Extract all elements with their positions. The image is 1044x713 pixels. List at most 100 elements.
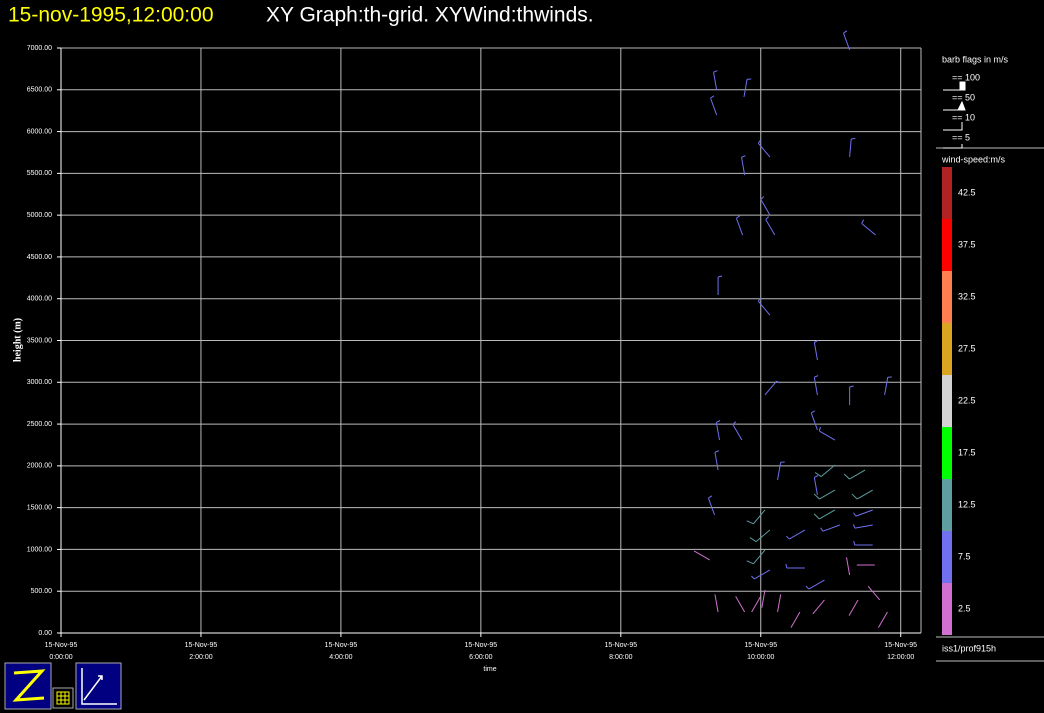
- y-tick-label: 7000.00: [27, 45, 52, 52]
- flag-label: == 5: [952, 132, 970, 142]
- y-tick-label: 1500.00: [27, 504, 52, 511]
- wind-barb: [877, 611, 888, 628]
- colorbar-swatch: [942, 427, 952, 479]
- x-tick-label: 6:00:00: [469, 654, 492, 661]
- colorbar-title: wind-speed:m/s: [941, 154, 1006, 164]
- wind-barb: [849, 385, 854, 406]
- wind-barb: [714, 450, 719, 471]
- wind-barb: [818, 426, 836, 441]
- flag-label: == 10: [952, 112, 975, 122]
- colorbar-swatch: [942, 479, 952, 531]
- x-tick-label: 15-Nov-95: [884, 642, 917, 649]
- wind-barb: [732, 421, 743, 441]
- wind-barb: [805, 579, 825, 590]
- toolbar-icons[interactable]: [4, 662, 122, 710]
- wind-barb: [717, 275, 723, 295]
- flag-label: == 50: [952, 92, 975, 102]
- wind-barb: [790, 611, 801, 628]
- y-axis-label: height (m): [12, 318, 23, 362]
- wind-barb: [715, 420, 721, 441]
- wind-barb: [746, 549, 766, 565]
- x-tick-label: 0:00:00: [49, 654, 72, 661]
- wind-barb: [765, 216, 776, 236]
- y-tick-label: 4500.00: [27, 254, 52, 261]
- y-tick-label: 6000.00: [27, 128, 52, 135]
- flag-label: == 100: [952, 72, 980, 82]
- wind-barb: [813, 489, 836, 500]
- wind-barb: [813, 475, 819, 496]
- colorbar-label: 7.5: [958, 551, 971, 561]
- wind-barb: [761, 589, 766, 608]
- platform-label: iss1/prof915h: [942, 643, 996, 653]
- wind-barb: [814, 464, 836, 478]
- colorbar-label: 27.5: [958, 343, 976, 353]
- wind-barb: [813, 340, 819, 361]
- wind-barb: [710, 95, 718, 116]
- wind-barb: [751, 596, 762, 613]
- wind-barb: [713, 70, 718, 91]
- wind-barb: [851, 489, 873, 500]
- x-tick-label: 15-Nov-95: [465, 642, 498, 649]
- flag-title: barb flags in m/s: [942, 54, 1009, 64]
- y-tick-label: 2000.00: [27, 463, 52, 470]
- wind-barb: [757, 297, 771, 316]
- wind-barb: [693, 550, 710, 561]
- x-tick-label: 15-Nov-95: [45, 642, 78, 649]
- colorbar-swatch: [942, 271, 952, 323]
- wind-barb: [849, 137, 856, 158]
- y-tick-label: 1000.00: [27, 546, 52, 553]
- wind-barb: [751, 569, 771, 580]
- wind-barb: [867, 585, 881, 601]
- x-tick-label: 10:00:00: [747, 654, 774, 661]
- y-tick-label: 2500.00: [27, 421, 52, 428]
- x-tick-label: 8:00:00: [609, 654, 632, 661]
- colorbar-label: 42.5: [958, 187, 976, 197]
- wind-barb: [812, 599, 825, 615]
- y-tick-label: 6500.00: [27, 87, 52, 94]
- wind-barb: [853, 509, 873, 517]
- chart-title: XY Graph:th-grid. XYWind:thwinds.: [266, 4, 594, 27]
- y-tick-label: 3000.00: [27, 379, 52, 386]
- wind-barb: [757, 139, 771, 158]
- colorbar-label: 17.5: [958, 447, 976, 457]
- colorbar-swatch: [942, 531, 952, 583]
- x-tick-label: 2:00:00: [189, 654, 212, 661]
- wind-barb: [861, 219, 876, 236]
- wind-barb: [813, 375, 819, 396]
- wind-barb: [749, 529, 771, 543]
- wind-barb: [785, 563, 805, 569]
- wind-barb: [760, 196, 771, 216]
- wind-barb: [820, 524, 840, 532]
- colorbar-swatch: [942, 323, 952, 375]
- wind-barb: [777, 461, 785, 481]
- wind-barb: [743, 78, 752, 98]
- y-tick-label: 5000.00: [27, 212, 52, 219]
- colorbar-label: 12.5: [958, 499, 976, 509]
- y-tick-label: 0.00: [38, 630, 52, 637]
- wind-barb: [810, 410, 818, 431]
- y-tick-label: 3500.00: [27, 337, 52, 344]
- wind-barb: [764, 380, 781, 396]
- x-axis-label: time: [483, 666, 496, 673]
- colorbar-swatch: [942, 219, 952, 271]
- y-tick-label: 5500.00: [27, 170, 52, 177]
- x-tick-label: 12:00:00: [887, 654, 914, 661]
- wind-barb: [735, 596, 746, 613]
- wind-barb: [714, 594, 719, 613]
- x-tick-label: 15-Nov-95: [325, 642, 358, 649]
- y-tick-label: 500.00: [31, 588, 53, 595]
- x-tick-label: 4:00:00: [329, 654, 352, 661]
- wind-barb: [741, 155, 746, 176]
- wind-barb: [884, 376, 892, 396]
- wind-barb: [777, 594, 782, 613]
- wind-barb: [707, 495, 716, 516]
- wind-barb: [746, 509, 766, 525]
- colorbar-swatch: [942, 375, 952, 427]
- y-tick-label: 4000.00: [27, 296, 52, 303]
- colorbar-label: 37.5: [958, 239, 976, 249]
- colorbar-label: 2.5: [958, 603, 971, 613]
- colorbar-swatch: [942, 583, 952, 635]
- x-tick-label: 15-Nov-95: [604, 642, 637, 649]
